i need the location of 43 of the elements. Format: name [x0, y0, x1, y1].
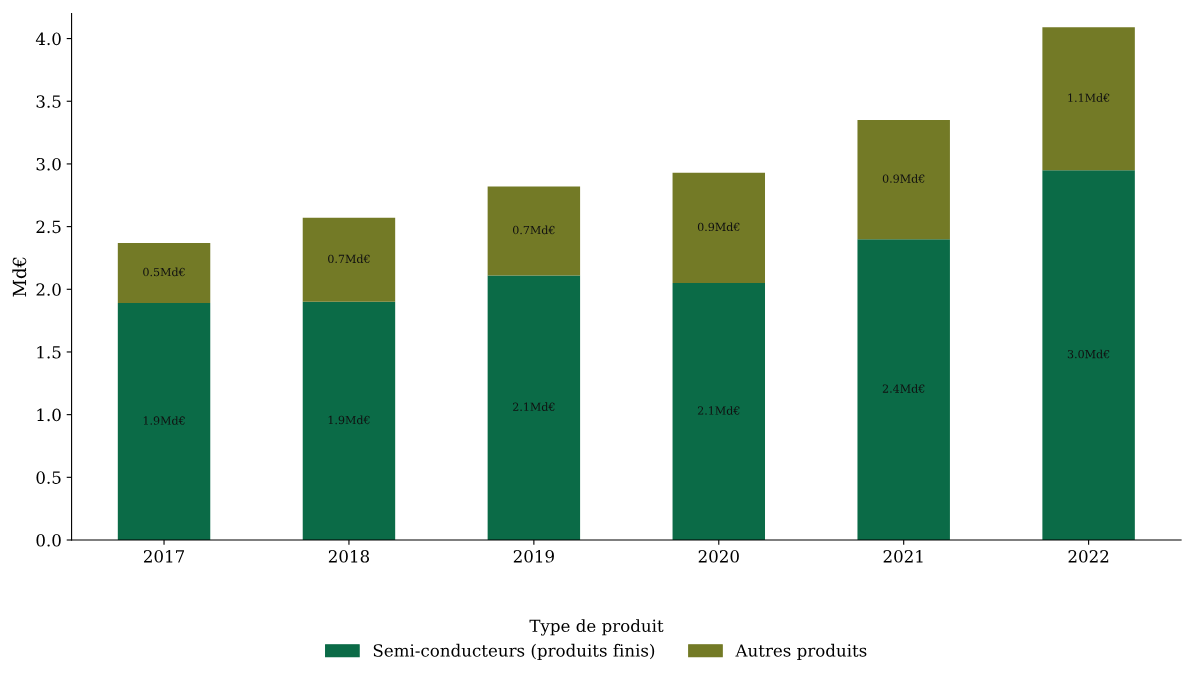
text: 1.0	[37, 408, 61, 422]
legend-label: Semi-conducteurs (produits finis)	[373, 643, 655, 660]
data-label: 1.1Md€	[1068, 93, 1110, 102]
bar	[1042, 27, 1135, 171]
bar	[487, 186, 581, 276]
data-label: 0.7Md€	[512, 225, 555, 235]
bar	[672, 283, 766, 540]
x-tick-label: 2019	[513, 550, 554, 563]
text: 4.0	[35, 32, 61, 46]
bar	[672, 172, 766, 284]
x-tick-label: 2020	[698, 550, 739, 563]
bar	[487, 275, 581, 540]
bar	[302, 217, 396, 302]
data-label: 1.9Md€	[143, 416, 185, 425]
data-label: 2.1Md€	[513, 402, 555, 411]
text: 2.5	[36, 220, 61, 234]
x-tick-label: 2022	[1068, 550, 1109, 563]
bar	[117, 242, 211, 304]
data-label: 2.1Md€	[697, 406, 740, 415]
bar	[857, 120, 950, 240]
x-tick-label: 2017	[143, 550, 185, 563]
data-label: 0.9Md€	[697, 222, 740, 232]
data-label: 0.5Md€	[143, 267, 185, 277]
data-label: 0.9Md€	[882, 174, 925, 183]
legend-label: Autres produits	[735, 643, 867, 660]
data-label: 1.9Md€	[328, 415, 370, 425]
text: 3.0	[36, 157, 61, 171]
x-tick-label: 2018	[328, 550, 370, 563]
x-tick-label: 2021	[883, 550, 923, 563]
text: 2.0	[36, 283, 61, 296]
bar	[117, 303, 211, 540]
data-label: 3.0Md€	[1067, 349, 1110, 359]
bar	[302, 301, 396, 540]
bar	[857, 239, 950, 540]
data-label: 0.7Md€	[328, 254, 370, 264]
text: 0.5	[36, 471, 61, 484]
bar	[1042, 170, 1135, 540]
legend-title: Type de produit	[529, 619, 664, 636]
text: 3.5	[36, 95, 61, 108]
text: 0.0	[36, 533, 61, 547]
text: 1.5	[37, 345, 61, 359]
y-axis-title: Md€	[12, 257, 27, 297]
data-label: 2.4Md€	[882, 384, 925, 393]
